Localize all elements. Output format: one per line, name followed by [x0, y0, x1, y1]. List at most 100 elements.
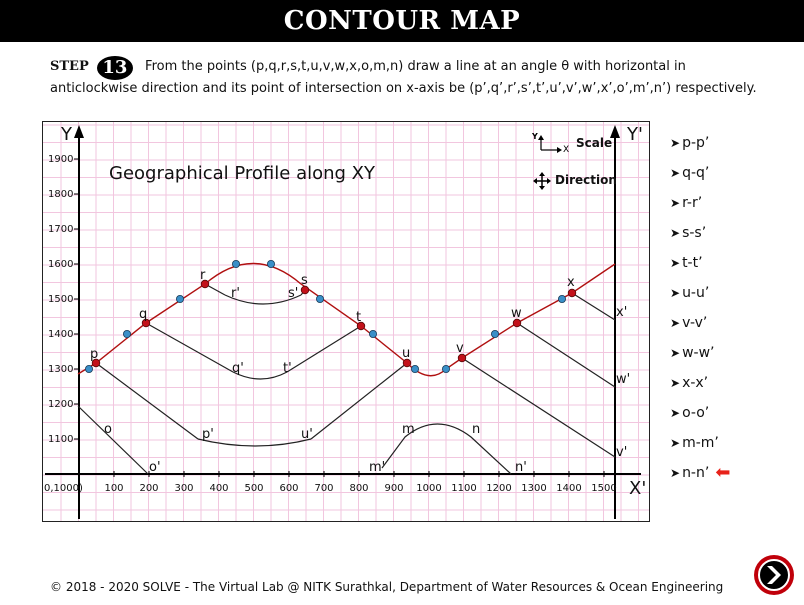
origin-label: 0,1000) — [44, 483, 83, 494]
label-r: r — [200, 268, 206, 283]
curve-p-u — [197, 438, 312, 447]
projection-step-label: o-o’ — [682, 405, 710, 421]
x-tick-label: 700 — [314, 483, 333, 494]
contour-points — [85, 259, 567, 373]
line-t-t — [286, 325, 362, 373]
projection-step-label: p-p’ — [682, 135, 710, 151]
label-n: n — [472, 422, 480, 437]
projection-step-item: ➤ q-q’ — [670, 158, 780, 188]
projection-step-item: ➤ p-p’ — [670, 128, 780, 158]
bullet-arrow-icon: ➤ — [670, 346, 681, 360]
projection-lines — [77, 283, 616, 475]
point-r — [200, 279, 210, 289]
projection-step-label: v-v’ — [682, 315, 708, 331]
bullet-arrow-icon: ➤ — [670, 286, 681, 300]
bullet-arrow-icon: ➤ — [670, 256, 681, 270]
line-o-o — [77, 405, 149, 475]
y-tick-label: 1900 — [48, 154, 73, 165]
projection-step-item: ➤ u-u’ — [670, 278, 780, 308]
projection-step-label: m-m’ — [682, 435, 719, 451]
point-w — [512, 318, 522, 328]
chevron-right-icon — [767, 566, 781, 584]
projection-step-label: s-s’ — [682, 225, 707, 241]
step-number-badge: 13 — [96, 56, 133, 80]
bullet-arrow-icon: ➤ — [670, 376, 681, 390]
y-tick-label: 1400 — [48, 329, 73, 340]
step-description: From the points (p,q,r,s,t,u,v,w,x,o,m,n… — [50, 59, 757, 96]
bullet-arrow-icon: ➤ — [670, 406, 681, 420]
next-button-inner[interactable] — [758, 559, 790, 591]
current-step-arrow-icon: ⬅ — [715, 462, 731, 483]
projection-step-item: ➤ v-v’ — [670, 308, 780, 338]
projection-steps-list: ➤ p-p’ ➤ q-q’ ➤ r-r’ ➤ s-s’ ➤ t-t’ ➤ u-u’ ➤ v-v’ ➤ w-w’… — [670, 128, 780, 488]
contour-point — [266, 259, 275, 268]
projection-step-item: ➤ t-t’ — [670, 248, 780, 278]
step-label: STEP — [50, 59, 89, 74]
bullet-arrow-icon: ➤ — [670, 226, 681, 240]
label-u: u — [402, 346, 410, 361]
profile-title: Geographical Profile along XY — [109, 163, 376, 184]
label-t-prime: t' — [283, 361, 292, 376]
axis-yprime-label: Y' — [626, 124, 643, 145]
x-tick-labels: 100 200 300 400 500 600 700 800 900 1000 1100 1200 1… — [104, 471, 617, 494]
y-tick-label: 1200 — [48, 399, 73, 410]
projection-step-label: x-x’ — [682, 375, 709, 391]
line-p-p — [95, 362, 199, 440]
point-labels: p q r s t u v w x o m n p' q' r' s' t' u… — [90, 268, 630, 475]
point-v — [457, 353, 467, 363]
direction-icon — [533, 172, 551, 190]
profile-plot-frame: Y Y' X' 0,1000) 1900 1800 1700 1600 1500 1400… — [42, 121, 650, 522]
point-t — [356, 321, 366, 331]
curve-r-s — [224, 294, 302, 305]
scale-icon: Y X — [531, 132, 569, 155]
label-o-prime: o' — [149, 460, 161, 475]
contour-point — [368, 329, 377, 338]
contour-point — [441, 364, 450, 373]
next-button[interactable] — [754, 555, 794, 595]
y-tick-label: 1600 — [48, 259, 73, 270]
point-q — [141, 318, 151, 328]
label-v: v — [456, 341, 464, 356]
y-tick-label: 1100 — [48, 434, 73, 445]
contour-point — [410, 364, 419, 373]
x-tick-label: 100 — [104, 483, 123, 494]
x-tick-label: 1400 — [556, 483, 581, 494]
point-x — [567, 288, 577, 298]
profile-plot: Y Y' X' 0,1000) 1900 1800 1700 1600 1500 1400… — [43, 122, 649, 521]
labeled-points — [91, 279, 577, 368]
label-s-prime: s' — [288, 286, 298, 301]
label-o: o — [104, 422, 112, 437]
label-p-prime: p' — [202, 427, 214, 442]
projection-step-label: q-q’ — [682, 165, 710, 181]
contour-point — [558, 294, 567, 303]
y-axis-arrow — [74, 125, 84, 138]
point-p — [91, 358, 101, 368]
footer-credit: © 2018 - 2020 SOLVE - The Virtual Lab @ … — [50, 580, 724, 594]
curve-m-n — [381, 423, 512, 475]
x-tick-label: 800 — [349, 483, 368, 494]
scale-x-letter: X — [563, 145, 569, 155]
x-tick-label: 900 — [384, 483, 403, 494]
page-title: CONTOUR MAP — [283, 6, 521, 36]
contour-point — [123, 329, 132, 338]
projection-step-item: ➤ r-r’ — [670, 188, 780, 218]
x-tick-label: 300 — [174, 483, 193, 494]
y-tick-labels: 1900 1800 1700 1600 1500 1400 1300 1200 1100 — [48, 154, 79, 445]
y-tick-label: 1300 — [48, 364, 73, 375]
label-q-prime: q' — [232, 361, 244, 376]
bullet-arrow-icon: ➤ — [670, 316, 681, 330]
scale-label: Scale — [576, 136, 612, 150]
label-n-prime: n' — [515, 460, 527, 475]
x-tick-label: 400 — [209, 483, 228, 494]
title-bar: CONTOUR MAP — [0, 0, 804, 42]
projection-step-label: w-w’ — [682, 345, 715, 361]
bullet-arrow-icon: ➤ — [670, 436, 681, 450]
step-instruction: STEP 13 From the points (p,q,r,s,t,u,v,w… — [50, 56, 770, 98]
line-x-x — [571, 292, 616, 321]
projection-step-item: ➤ w-w’ — [670, 338, 780, 368]
projection-step-label: t-t’ — [682, 255, 703, 271]
label-m-prime: m' — [369, 460, 385, 475]
projection-step-item: ➤ m-m’ — [670, 428, 780, 458]
x-tick-label: 1000 — [416, 483, 441, 494]
x-tick-label: 500 — [244, 483, 263, 494]
